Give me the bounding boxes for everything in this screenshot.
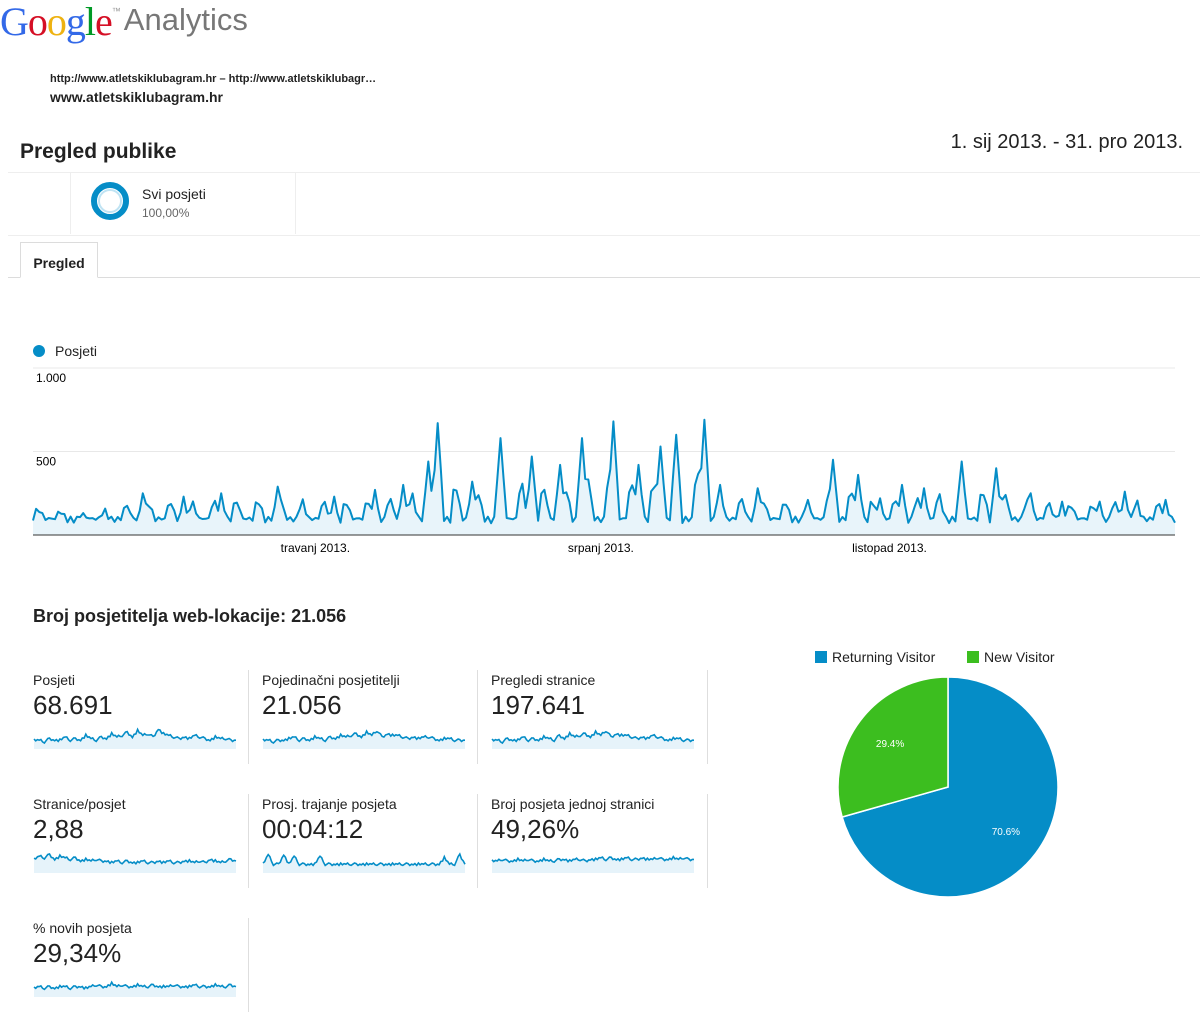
segment-donut-icon xyxy=(91,182,129,220)
logo-letter: e xyxy=(95,0,113,44)
sparkline-line xyxy=(491,855,694,864)
metric-value: 21.056 xyxy=(262,690,342,720)
x-tick-label: srpanj 2013. xyxy=(568,541,634,555)
visits-over-time-chart[interactable]: 1.000 500 travanj 2013. srpanj 2013. listopa… xyxy=(0,360,1200,560)
metric-sparkline xyxy=(33,853,237,873)
metric-sparkline xyxy=(262,729,465,749)
logo-letter: o xyxy=(46,0,67,44)
pie-slice-returning[interactable] xyxy=(841,676,1059,898)
logo-letter: o xyxy=(27,0,48,44)
legend-returning-swatch xyxy=(815,651,827,663)
google-analytics-logo[interactable]: Google™Analytics xyxy=(0,0,248,44)
metric-card-novih[interactable]: % novih posjeta 29,34% xyxy=(33,920,243,1020)
legend-returning-visitor[interactable]: Returning Visitor xyxy=(832,649,936,665)
metric-value: 29,34% xyxy=(33,938,122,968)
sparkline-area xyxy=(492,731,694,749)
tab-divider xyxy=(8,277,1200,278)
metric-label: Broj posjeta jednoj stranici xyxy=(491,796,655,812)
pie-slice-label: 70.6% xyxy=(992,827,1020,838)
metric-sparkline xyxy=(491,729,694,749)
date-range-picker[interactable]: 1. sij 2013. - 31. pro 2013. xyxy=(950,131,1183,153)
page-title: Pregled publike xyxy=(20,140,177,163)
metric-divider xyxy=(248,794,249,888)
metric-divider xyxy=(248,670,249,764)
metric-card-pregledi[interactable]: Pregledi stranice 197.641 xyxy=(491,672,701,772)
logo-letter: G xyxy=(0,0,29,44)
metric-value: 00:04:12 xyxy=(262,814,364,844)
metric-value: 197.641 xyxy=(491,690,585,720)
metric-label: Pregledi stranice xyxy=(491,672,596,688)
metric-sparkline xyxy=(33,980,237,997)
sparkline-line xyxy=(262,729,465,745)
metric-divider xyxy=(707,794,708,888)
metric-card-posjetitelji[interactable]: Pojedinačni posjetitelji 21.056 xyxy=(262,672,472,772)
sparkline-area xyxy=(34,729,236,749)
metric-value: 49,26% xyxy=(491,814,580,844)
metric-card-stranice[interactable]: Stranice/posjet 2,88 xyxy=(33,796,243,896)
legend-new-visitor[interactable]: New Visitor xyxy=(984,649,1055,665)
x-tick-label: travanj 2013. xyxy=(281,541,350,555)
chart-legend-posjeti[interactable]: Posjeti xyxy=(55,343,98,359)
metric-card-trajanje[interactable]: Prosj. trajanje posjeta 00:04:12 xyxy=(262,796,472,896)
sparkline-line xyxy=(491,729,694,745)
pie-slice-label: 29.4% xyxy=(876,739,904,750)
sparkline-area xyxy=(263,731,465,749)
series-area xyxy=(33,419,1175,535)
sparkline-line xyxy=(33,853,237,866)
sparkline-line xyxy=(33,727,236,745)
summary-title: Broj posjetitelja web-lokacije: 21.056 xyxy=(33,606,347,626)
metric-label: Prosj. trajanje posjeta xyxy=(262,796,397,812)
account-selector[interactable]: http://www.atletskiklubagram.hr – http:/… xyxy=(50,73,377,85)
segment-percent: 100,00% xyxy=(142,206,190,220)
metric-label: Stranice/posjet xyxy=(33,796,126,812)
tab-pregled[interactable]: Pregled xyxy=(20,242,98,278)
property-name[interactable]: www.atletskiklubagram.hr xyxy=(50,89,223,105)
metric-sparkline xyxy=(262,852,466,873)
sparkline-area xyxy=(34,982,236,997)
series-line-posjeti[interactable] xyxy=(32,418,1176,525)
metric-sparkline xyxy=(33,727,236,749)
sparkline-area xyxy=(263,854,465,873)
metric-label: Posjeti xyxy=(33,672,76,688)
metric-label: % novih posjeta xyxy=(33,920,132,936)
metric-divider xyxy=(477,794,478,888)
y-tick-label: 1.000 xyxy=(36,371,66,385)
segment-name: Svi posjeti xyxy=(142,186,206,202)
metric-divider xyxy=(248,918,249,1012)
metric-label: Pojedinačni posjetitelji xyxy=(262,672,400,688)
metric-value: 68.691 xyxy=(33,690,113,720)
visitor-type-pie-chart[interactable]: 70.6% 29.4% xyxy=(820,676,1080,916)
y-tick-label: 500 xyxy=(36,455,56,469)
legend-new-swatch xyxy=(967,651,979,663)
metric-divider xyxy=(477,670,478,764)
sparkline-line xyxy=(262,852,466,867)
trademark-mark: ™ xyxy=(111,6,121,16)
x-tick-label: listopad 2013. xyxy=(852,541,927,555)
analytics-wordmark: Analytics xyxy=(123,2,248,37)
google-wordmark: Google xyxy=(0,0,113,44)
metric-value: 2,88 xyxy=(33,814,84,844)
segment-all-visits[interactable] xyxy=(70,172,296,234)
metric-card-jednoj[interactable]: Broj posjeta jednoj stranici 49,26% xyxy=(491,796,701,896)
sparkline-line xyxy=(33,980,237,991)
pie-slice-new[interactable] xyxy=(837,676,949,818)
metric-sparkline xyxy=(491,855,694,873)
logo-letter: l xyxy=(84,0,96,44)
logo-letter: g xyxy=(65,0,86,44)
metric-card-posjeti[interactable]: Posjeti 68.691 xyxy=(33,672,243,772)
segment-bar xyxy=(8,172,1200,236)
metric-divider xyxy=(707,670,708,764)
legend-dot-icon xyxy=(33,345,45,357)
